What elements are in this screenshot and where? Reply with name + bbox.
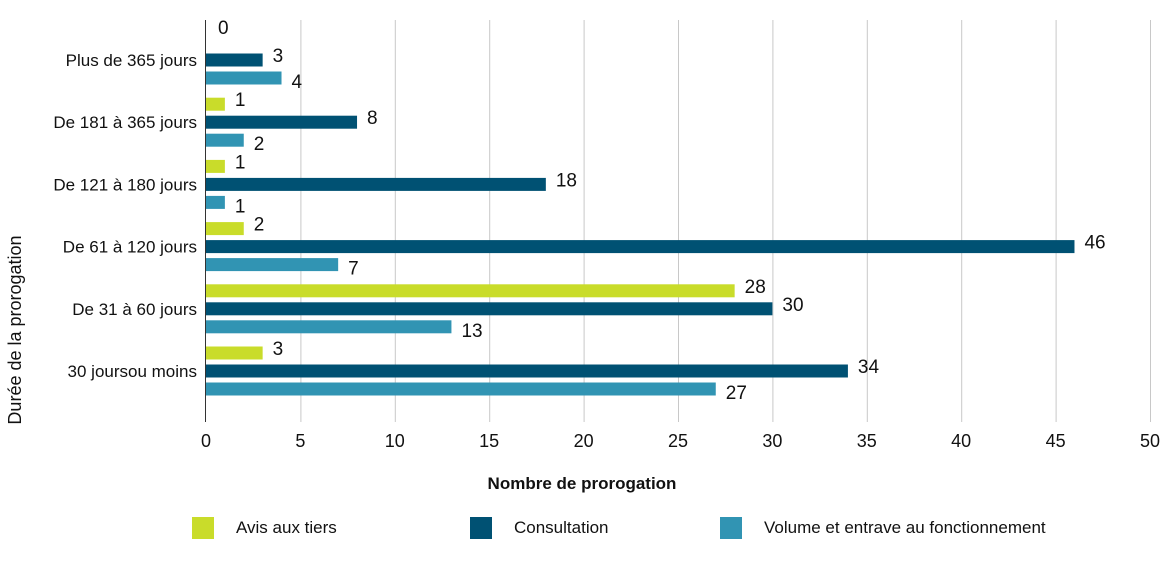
- category-label: De 121 à 180 jours: [53, 175, 197, 194]
- data-label: 27: [726, 383, 747, 404]
- data-label: 1: [235, 196, 246, 217]
- x-tick-label: 20: [574, 431, 594, 451]
- y-axis-title: Durée de la prorogation: [5, 235, 25, 424]
- bar: [206, 364, 848, 378]
- x-axis-title: Nombre de prorogation: [488, 474, 677, 493]
- x-tick-label: 45: [1046, 431, 1066, 451]
- x-tick-label: 0: [201, 431, 211, 451]
- bar: [206, 320, 452, 334]
- bar: [206, 177, 546, 191]
- x-tick-label: 5: [295, 431, 305, 451]
- x-tick-label: 30: [762, 431, 782, 451]
- legend-item-avis: Avis aux tiers: [192, 517, 337, 539]
- category-label: De 31 à 60 jours: [72, 300, 197, 319]
- category-label: 30 joursou moins: [68, 362, 197, 381]
- category-label: De 61 à 120 jours: [63, 238, 197, 257]
- data-label: 46: [1084, 233, 1105, 254]
- data-label: 1: [235, 152, 246, 173]
- category-label: Plus de 365 jours: [66, 51, 197, 70]
- legend-swatch-avis: [192, 517, 214, 539]
- data-label: 2: [254, 215, 265, 236]
- legend-item-volume: Volume et entrave au fonctionnement: [720, 517, 1046, 539]
- bar: [206, 115, 358, 129]
- bar: [206, 302, 773, 316]
- data-label: 0: [218, 18, 229, 39]
- data-label: 30: [782, 295, 803, 316]
- bar: [206, 53, 263, 67]
- x-tick-label: 50: [1140, 431, 1160, 451]
- category-label: De 181 à 365 jours: [53, 113, 197, 132]
- data-label: 7: [348, 259, 359, 280]
- x-tick-label: 15: [479, 431, 499, 451]
- legend-label: Volume et entrave au fonctionnement: [764, 518, 1046, 537]
- data-label: 3: [273, 339, 284, 360]
- legend-item-consultation: Consultation: [470, 517, 609, 539]
- bar: [206, 222, 244, 236]
- bar: [206, 71, 282, 85]
- x-tick-label: 10: [385, 431, 405, 451]
- legend-label: Consultation: [514, 518, 609, 537]
- x-tick-label: 25: [668, 431, 688, 451]
- data-label: 34: [858, 357, 880, 378]
- data-label: 4: [292, 72, 303, 93]
- data-label: 13: [461, 321, 482, 342]
- bar: [206, 346, 263, 360]
- bar: [206, 195, 225, 209]
- data-label: 8: [367, 108, 378, 129]
- bar: [206, 97, 225, 111]
- legend-swatch-consultation: [470, 517, 492, 539]
- data-label: 1: [235, 90, 246, 111]
- bar: [206, 258, 339, 272]
- data-label: 18: [556, 170, 577, 191]
- data-label: 28: [745, 277, 766, 298]
- bar: [206, 159, 225, 173]
- bar: [206, 382, 716, 396]
- x-tick-label: 40: [951, 431, 971, 451]
- bar: [206, 133, 244, 147]
- x-tick-label: 35: [857, 431, 877, 451]
- bar: [206, 284, 735, 298]
- legend-label: Avis aux tiers: [236, 518, 337, 537]
- legend-swatch-volume: [720, 517, 742, 539]
- data-label: 2: [254, 134, 265, 155]
- bar: [206, 240, 1075, 254]
- data-label: 3: [273, 46, 284, 67]
